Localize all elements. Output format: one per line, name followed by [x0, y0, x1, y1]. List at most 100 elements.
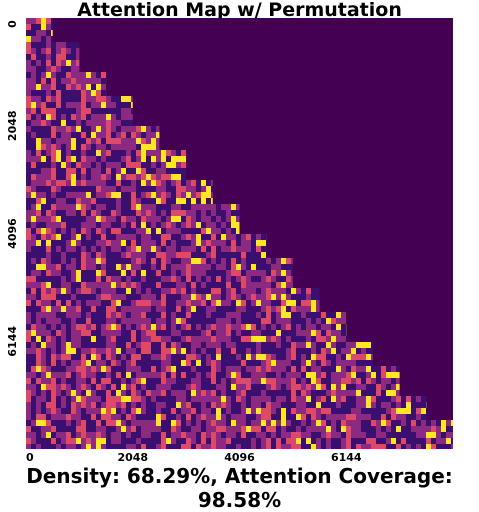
heatmap-cell	[46, 360, 51, 366]
heatmap-cell	[326, 324, 331, 330]
heatmap-cell	[346, 354, 351, 360]
heatmap-cell	[86, 222, 91, 228]
heatmap-cell	[141, 306, 146, 312]
heatmap-cell	[211, 324, 216, 330]
heatmap-cell	[366, 432, 371, 438]
heatmap-cell	[36, 258, 41, 264]
heatmap-cell	[81, 366, 86, 372]
heatmap-cell	[196, 288, 201, 294]
heatmap-cell	[336, 318, 341, 324]
heatmap-cell	[206, 240, 211, 246]
heatmap-cell	[331, 420, 336, 426]
heatmap-cell	[111, 420, 116, 426]
heatmap-cell	[51, 246, 56, 252]
heatmap-cell	[136, 312, 141, 318]
heatmap-cell	[201, 372, 206, 378]
heatmap-cell	[151, 150, 156, 156]
heatmap-cell	[181, 348, 186, 354]
heatmap-cell	[151, 312, 156, 318]
heatmap-cell	[176, 228, 181, 234]
heatmap-cell	[361, 342, 366, 348]
heatmap-cell	[91, 306, 96, 312]
heatmap-cell	[266, 318, 271, 324]
heatmap-cell	[221, 294, 226, 300]
heatmap-cell	[91, 420, 96, 426]
heatmap-cell	[191, 294, 196, 300]
heatmap-cell	[196, 222, 201, 228]
heatmap-cell	[46, 18, 51, 24]
heatmap-cell	[176, 378, 181, 384]
heatmap-cell	[71, 384, 76, 390]
heatmap-cell	[96, 78, 101, 84]
heatmap-cell	[86, 282, 91, 288]
heatmap-cell	[26, 222, 31, 228]
heatmap-cell	[121, 288, 126, 294]
heatmap-cell	[41, 402, 46, 408]
heatmap-cell	[226, 240, 231, 246]
heatmap-cell	[66, 312, 71, 318]
heatmap-cell	[426, 432, 431, 438]
heatmap-cell	[176, 402, 181, 408]
heatmap-cell	[176, 414, 181, 420]
heatmap-cell	[116, 138, 121, 144]
heatmap-cell	[356, 396, 361, 402]
heatmap-cell	[26, 60, 31, 66]
heatmap-cell	[26, 354, 31, 360]
heatmap-cell	[311, 294, 316, 300]
heatmap-cell	[241, 282, 246, 288]
heatmap-cell	[226, 300, 231, 306]
heatmap-cell	[191, 186, 196, 192]
heatmap-cell	[136, 240, 141, 246]
heatmap-cell	[196, 330, 201, 336]
heatmap-cell	[41, 54, 46, 60]
heatmap-cell	[221, 324, 226, 330]
heatmap-cell	[166, 294, 171, 300]
heatmap-cell	[71, 186, 76, 192]
heatmap-cell	[296, 288, 301, 294]
heatmap-cell	[256, 306, 261, 312]
heatmap-cell	[151, 402, 156, 408]
heatmap-cell	[221, 264, 226, 270]
heatmap-cell	[256, 294, 261, 300]
heatmap-cell	[156, 216, 161, 222]
heatmap-cell	[226, 342, 231, 348]
heatmap-cell	[301, 372, 306, 378]
heatmap-cell	[96, 444, 101, 449]
heatmap-cell	[166, 300, 171, 306]
heatmap-cell	[256, 402, 261, 408]
heatmap-cell	[91, 216, 96, 222]
heatmap-cell	[86, 240, 91, 246]
heatmap-cell	[166, 360, 171, 366]
heatmap-cell	[276, 408, 281, 414]
y-tick-label: 0	[6, 20, 19, 28]
heatmap-cell	[346, 360, 351, 366]
heatmap-cell	[161, 300, 166, 306]
heatmap-cell	[111, 222, 116, 228]
heatmap-cell	[91, 336, 96, 342]
heatmap-cell	[231, 216, 236, 222]
heatmap-cell	[111, 282, 116, 288]
heatmap-cell	[131, 228, 136, 234]
heatmap-cell	[221, 234, 226, 240]
heatmap-cell	[241, 300, 246, 306]
heatmap-cell	[356, 420, 361, 426]
heatmap-cell	[56, 132, 61, 138]
heatmap-cell	[181, 270, 186, 276]
heatmap-cell	[161, 324, 166, 330]
heatmap-cell	[91, 324, 96, 330]
heatmap-cell	[76, 354, 81, 360]
heatmap-cell	[196, 378, 201, 384]
heatmap-cell	[91, 192, 96, 198]
heatmap-cell	[111, 288, 116, 294]
heatmap-cell	[96, 144, 101, 150]
heatmap-cell	[71, 78, 76, 84]
heatmap-cell	[351, 366, 356, 372]
heatmap-cell	[266, 396, 271, 402]
heatmap-cell	[331, 414, 336, 420]
heatmap-cell	[51, 276, 56, 282]
heatmap-cell	[116, 324, 121, 330]
heatmap-cell	[106, 276, 111, 282]
heatmap-cell	[216, 294, 221, 300]
heatmap-cell	[61, 342, 66, 348]
heatmap-cell	[386, 366, 391, 372]
